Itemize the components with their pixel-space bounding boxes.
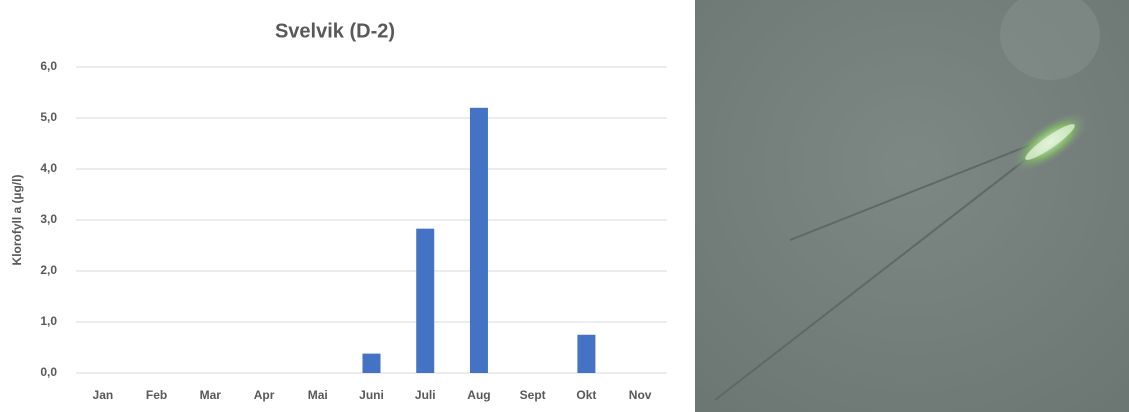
photo xyxy=(695,0,1129,412)
bar xyxy=(469,107,488,374)
x-tick-label: Mar xyxy=(200,388,222,402)
bar xyxy=(577,334,596,373)
x-tick-label: Juli xyxy=(415,388,436,402)
x-tick-label: Sept xyxy=(520,388,546,402)
y-tick-label: 4,0 xyxy=(40,161,57,175)
y-tick-label: 1,0 xyxy=(40,314,57,328)
x-tick-label: Aug xyxy=(467,388,490,402)
chart-title: Svelvik (D-2) xyxy=(275,20,395,42)
x-tick-label: Feb xyxy=(146,388,167,402)
x-tick-label: Okt xyxy=(576,388,596,402)
x-tick-label: Nov xyxy=(629,388,652,402)
x-tick-label: Mai xyxy=(308,388,328,402)
bar xyxy=(362,353,381,373)
y-tick-label: 3,0 xyxy=(40,212,57,226)
y-axis-label: Klorofyll a (µg/l) xyxy=(10,175,24,266)
bar xyxy=(416,228,435,373)
y-tick-label: 0,0 xyxy=(40,365,57,379)
x-tick-label: Jan xyxy=(93,388,114,402)
y-tick-label: 2,0 xyxy=(40,263,57,277)
x-tick-label: Juni xyxy=(359,388,384,402)
chart: Svelvik (D-2) Klorofyll a (µg/l) 0,0 1,0 2… xyxy=(10,20,667,402)
x-tick-label: Apr xyxy=(254,388,275,402)
y-tick-label: 5,0 xyxy=(40,110,57,124)
y-tick-label: 6,0 xyxy=(40,59,57,73)
